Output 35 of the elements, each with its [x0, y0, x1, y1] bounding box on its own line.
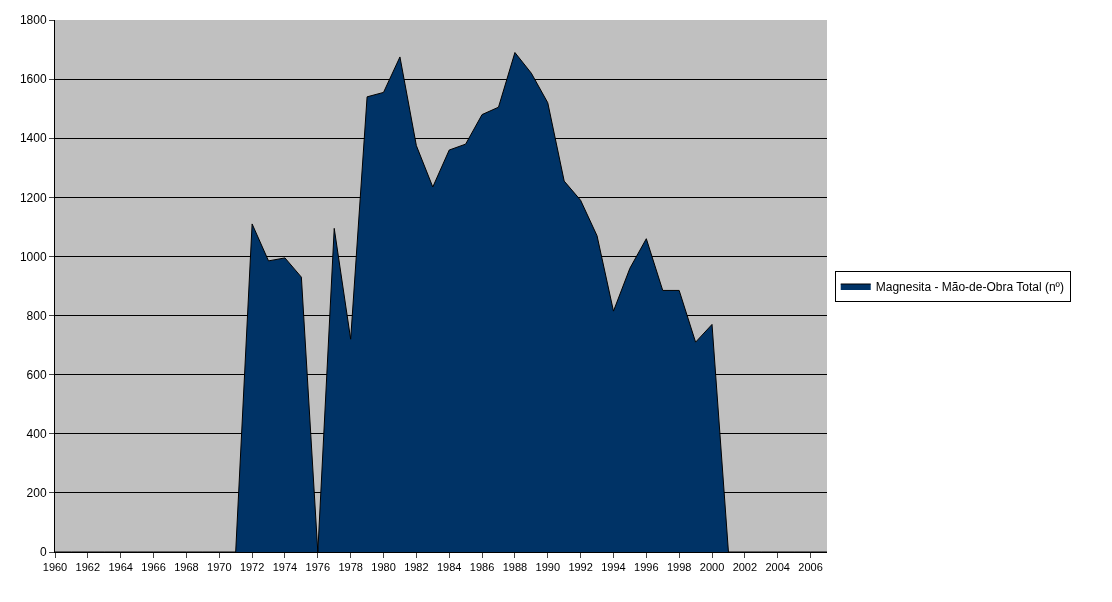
- x-tick-label: 1978: [338, 561, 363, 574]
- x-tick-label: 2006: [798, 561, 823, 574]
- x-tick-label: 1998: [666, 561, 692, 574]
- x-tick-label: 2002: [732, 561, 758, 574]
- y-tick-label: 1200: [19, 190, 47, 205]
- x-tick-label: 1960: [42, 561, 68, 574]
- x-tick-label: 1986: [469, 561, 495, 574]
- x-tick-label: 1972: [239, 561, 265, 574]
- y-tick-label: 1400: [19, 131, 47, 146]
- x-tick-label: 1976: [305, 561, 331, 574]
- y-tick-label: 400: [26, 426, 47, 441]
- x-tick-label: 1988: [502, 561, 528, 574]
- y-tick-label: 800: [26, 308, 47, 323]
- legend-label: Magnesita - Mão-de-Obra Total (nº): [875, 279, 1064, 294]
- y-tick-label: 200: [26, 486, 47, 501]
- y-tick-label: 600: [26, 367, 47, 382]
- x-tick-label: 2000: [699, 561, 725, 574]
- x-tick-label: 2004: [765, 561, 790, 574]
- x-tick-label: 1962: [75, 561, 101, 574]
- y-tick-label: 1600: [19, 72, 47, 87]
- x-tick-label: 1968: [174, 561, 199, 574]
- x-tick-label: 1992: [568, 561, 593, 574]
- x-tick-label: 1970: [207, 561, 232, 574]
- x-tick-label: 1974: [272, 561, 298, 574]
- x-tick-label: 1996: [634, 561, 659, 574]
- x-tick-label: 1990: [535, 561, 561, 574]
- x-tick-label: 1994: [601, 561, 626, 574]
- y-tick-label: 0: [39, 545, 47, 560]
- y-tick-label: 1000: [19, 249, 47, 264]
- x-tick-label: 1982: [404, 561, 429, 574]
- x-tick-label: 1966: [141, 561, 166, 574]
- x-tick-label: 1980: [371, 561, 396, 574]
- x-tick-label: 1964: [108, 561, 133, 574]
- x-tick-label: 1984: [436, 561, 462, 574]
- y-tick-label: 1800: [19, 13, 47, 28]
